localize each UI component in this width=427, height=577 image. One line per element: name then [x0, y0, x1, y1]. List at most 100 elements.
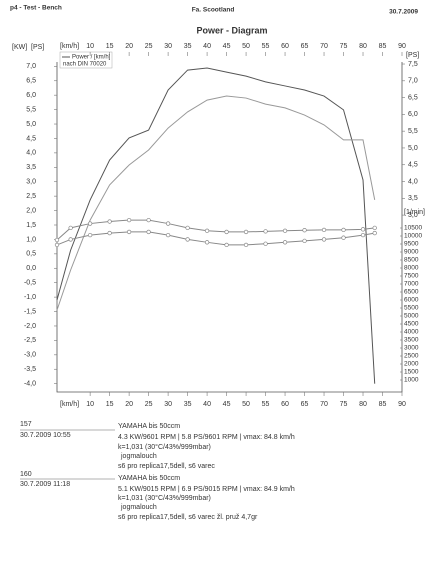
- run-id: 160: [20, 471, 32, 478]
- y2-tick-label: 6,0: [408, 111, 418, 118]
- y-tick-label: 6,0: [26, 92, 36, 99]
- y-tick-label: -1,0: [24, 294, 36, 301]
- series-marker: [341, 235, 346, 240]
- x-tick-label: 85: [379, 43, 387, 50]
- series-marker: [263, 229, 268, 234]
- y3-tick-label: 5500: [404, 305, 419, 312]
- y-tick-label: 4,0: [26, 150, 36, 157]
- header-center: Fa. Scootland: [192, 7, 235, 14]
- series-marker: [360, 232, 366, 238]
- series-marker: [341, 227, 346, 233]
- run-result: 4.3 KW/9601 RPM | 5.8 PS/9601 RPM | vmax…: [118, 434, 295, 441]
- series-marker: [204, 240, 210, 245]
- header-left: p4 - Test - Bench: [10, 5, 62, 12]
- series-marker: [54, 237, 60, 243]
- y3-tick-label: 5000: [404, 313, 419, 320]
- x-tick-label: 55: [262, 401, 270, 408]
- series-marker: [321, 237, 327, 242]
- series-marker: [204, 228, 210, 233]
- x-tick-label: 10: [86, 43, 94, 50]
- y3-tick-label: 9000: [404, 249, 419, 256]
- x-tick-label: 20: [125, 43, 133, 50]
- series-marker: [126, 217, 132, 223]
- y-tick-label: 0,0: [26, 265, 36, 272]
- y3-tick-label: 6500: [404, 289, 419, 296]
- y3-tick-label: 8000: [404, 265, 419, 272]
- y3-tick-label: 2000: [404, 361, 419, 368]
- series-marker: [165, 221, 171, 226]
- legend-entry: nach DIN 70020: [63, 62, 107, 68]
- x-axis-label: [km/h]: [60, 401, 79, 408]
- series-marker: [321, 227, 327, 233]
- x-tick-label: 15: [106, 401, 114, 408]
- y2-axis-label: [PS]: [406, 52, 419, 59]
- series-marker: [302, 228, 307, 233]
- x-tick-label: 65: [301, 401, 309, 408]
- y2-tick-label: 6,5: [408, 94, 418, 101]
- legend-entry: Power / [km/h]: [72, 55, 111, 61]
- run-setup: s6 pro replica17,5dell, s6 varec žl. pru…: [118, 514, 258, 521]
- series-marker: [68, 237, 73, 242]
- series-marker: [243, 242, 249, 248]
- y3-tick-label: 4500: [404, 321, 419, 328]
- run-vehicle: YAMAHA bis 50ccm: [118, 423, 180, 430]
- y3-tick-label: 1000: [404, 377, 419, 384]
- x-tick-label: 75: [340, 43, 348, 50]
- x-tick-label: 60: [281, 43, 289, 50]
- run-result: 5.1 KW/9015 RPM | 6.9 PS/9015 RPM | vmax…: [118, 486, 295, 493]
- x-tick-label: 65: [301, 43, 309, 50]
- series-line: [56, 219, 375, 241]
- y-tick-label: -1,5: [24, 308, 36, 315]
- run-conditions: k=1,031 (30°C/43%/999mbar): [118, 494, 211, 502]
- series-marker: [146, 217, 151, 223]
- run-rider: jogmalouch: [120, 504, 157, 511]
- y2-tick-label: 3,0: [408, 212, 418, 219]
- y3-tick-label: 6000: [404, 297, 419, 304]
- series-marker: [107, 230, 112, 236]
- y2-tick-label: 4,0: [408, 178, 418, 185]
- y-tick-label: 2,0: [26, 207, 36, 214]
- x-tick-label: 50: [242, 43, 250, 50]
- series-marker: [282, 240, 288, 245]
- x-tick-label: 25: [145, 43, 153, 50]
- run-date: 30.7.2009 11:18: [20, 481, 70, 488]
- series-marker: [185, 225, 190, 231]
- y-axis-label: [KW]: [12, 44, 27, 51]
- x-tick-label: 15: [106, 43, 114, 50]
- x-tick-label: 40: [203, 401, 211, 408]
- y-axis-label-2: [PS]: [31, 44, 44, 51]
- run-conditions: k=1,031 (30°C/43%/999mbar): [118, 443, 211, 451]
- series-marker: [224, 229, 229, 235]
- x-tick-label: 10: [86, 401, 94, 408]
- y-tick-label: 1,0: [26, 236, 36, 243]
- x-tick-label: 35: [184, 401, 192, 408]
- run-vehicle: YAMAHA bis 50ccm: [118, 475, 180, 482]
- y2-tick-label: 5,5: [408, 128, 418, 135]
- x-tick-label: 90: [398, 401, 406, 408]
- series-line: [56, 95, 376, 311]
- series-marker: [165, 232, 171, 238]
- x-tick-label: 55: [262, 43, 270, 50]
- y3-tick-label: 3500: [404, 337, 419, 344]
- chart-title: Power - Diagram: [196, 25, 267, 35]
- y-tick-label: 4,5: [26, 135, 36, 142]
- y2-tick-label: 3,5: [408, 195, 418, 202]
- x-tick-label: 70: [320, 43, 328, 50]
- y2-tick-label: 7,0: [408, 78, 418, 85]
- y3-tick-label: 7500: [404, 273, 419, 280]
- y2-tick-label: 7,5: [408, 61, 418, 68]
- series-line: [56, 67, 376, 384]
- y2-tick-label: 5,0: [408, 145, 418, 152]
- x-tick-label: 80: [359, 43, 367, 50]
- y3-tick-label: 2500: [404, 353, 419, 360]
- x-tick-label: 80: [359, 401, 367, 408]
- y-tick-label: -2,5: [24, 337, 36, 344]
- x-tick-label: 30: [164, 401, 172, 408]
- x-tick-label: 70: [320, 401, 328, 408]
- x-tick-label: 60: [281, 401, 289, 408]
- series-marker: [126, 229, 132, 235]
- series-marker: [243, 229, 249, 235]
- y-tick-label: 5,5: [26, 106, 36, 113]
- plot-frame: [56, 62, 403, 393]
